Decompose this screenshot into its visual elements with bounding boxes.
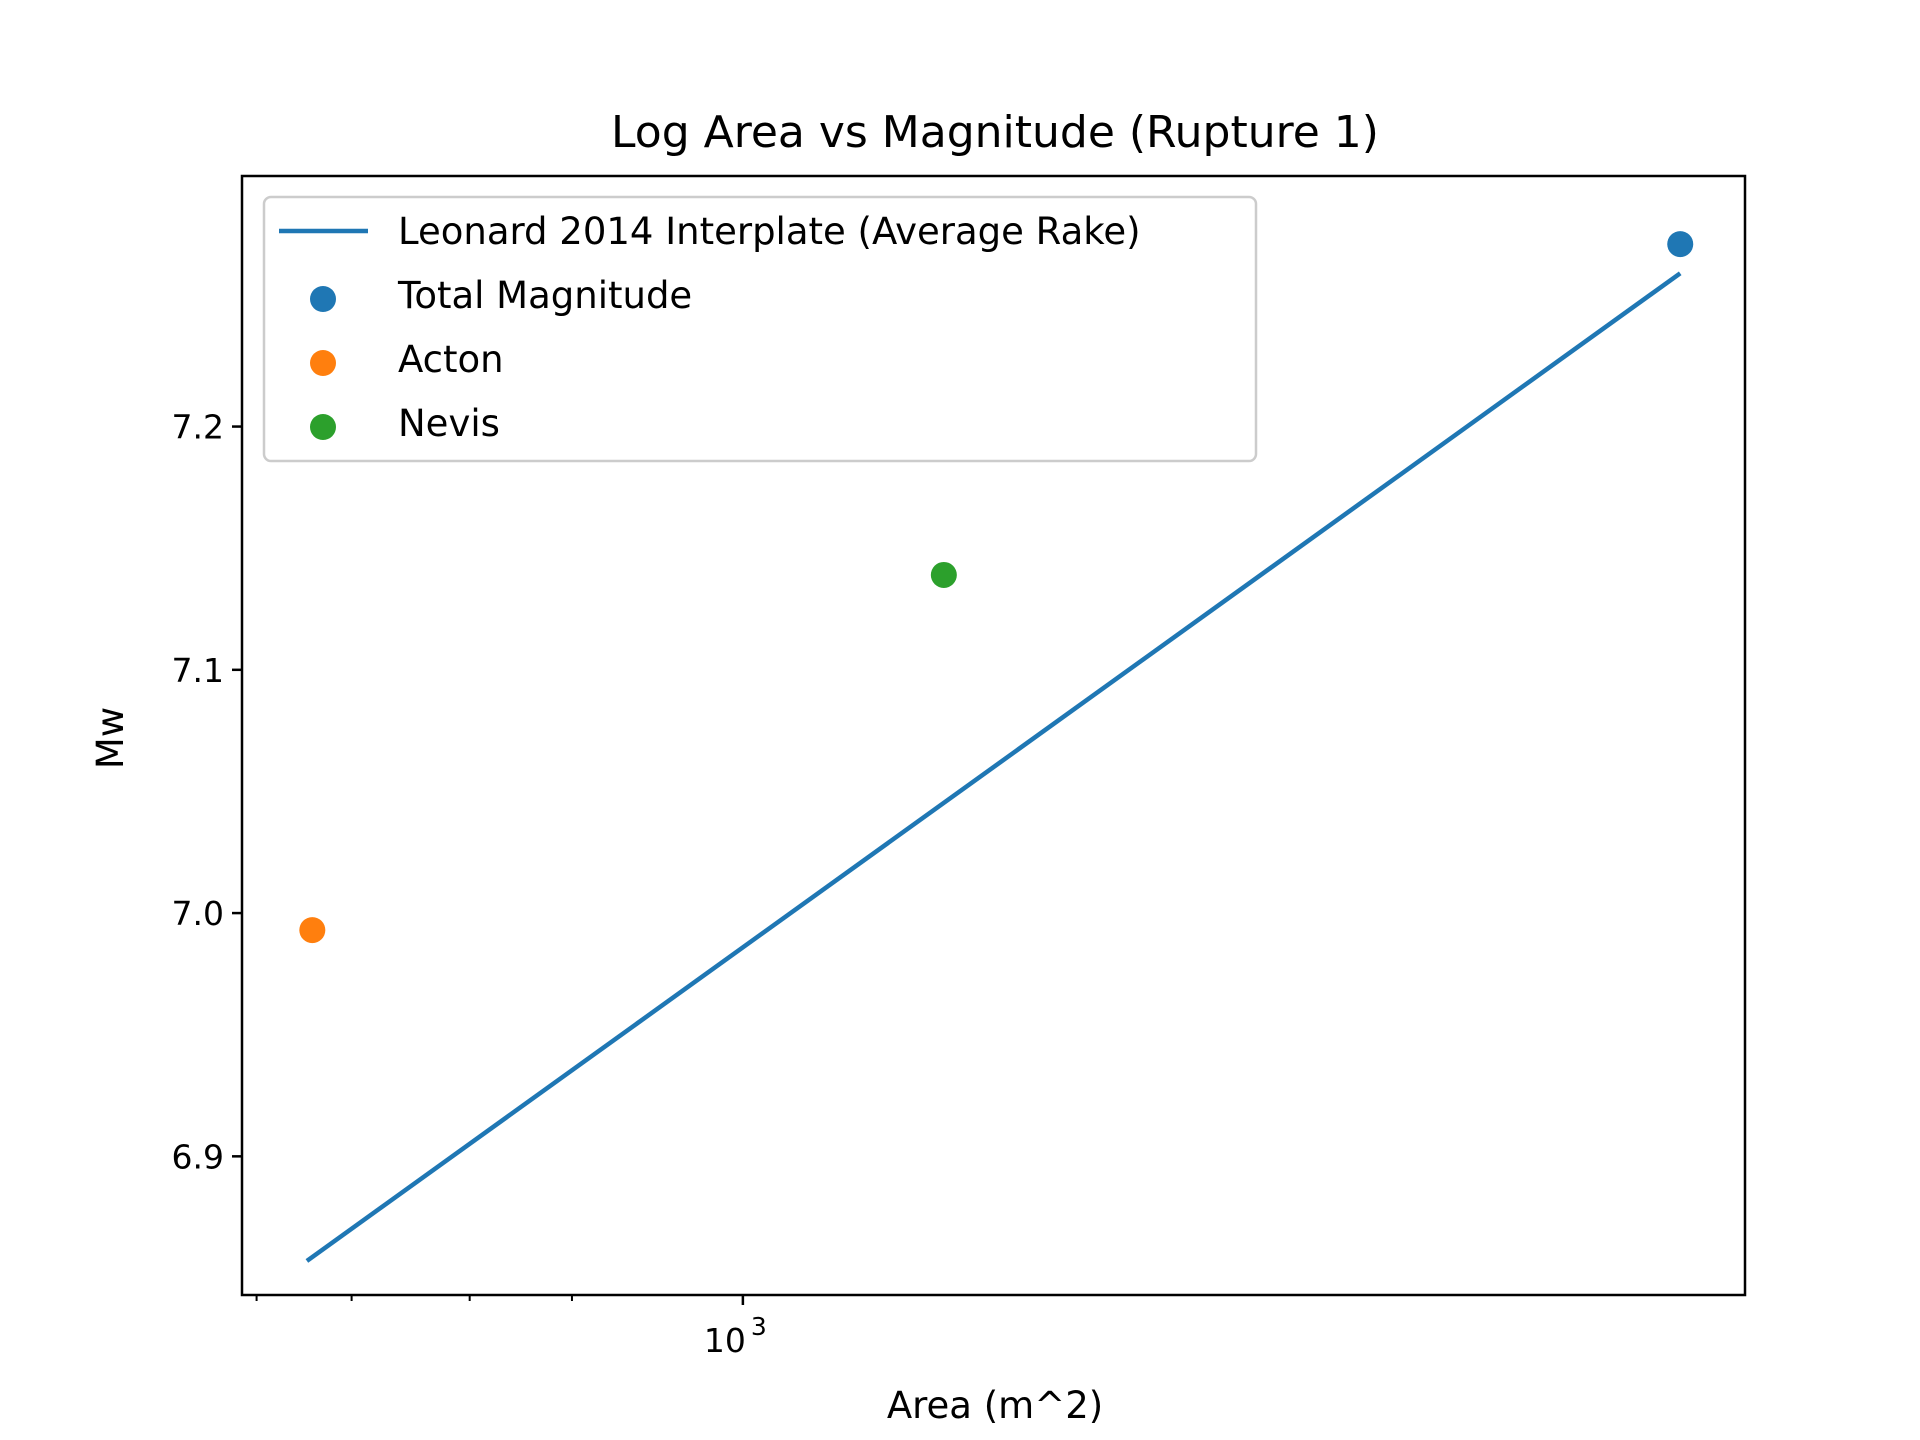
y-tick-label: 7.0: [172, 894, 224, 933]
y-axis-label: Mw: [89, 707, 132, 769]
legend-label-leonard-2014-interplate-average-rake: Leonard 2014 Interplate (Average Rake): [398, 210, 1141, 253]
axes: 6.9 7.0 7.1 7.2 10 3: [172, 174, 1747, 1360]
x-tick-label-exponent: 3: [751, 1312, 767, 1341]
legend-label-nevis: Nevis: [398, 402, 500, 445]
x-tick-label: 10: [704, 1321, 746, 1360]
legend-box: [262, 195, 1258, 463]
y-tick-label: 7.2: [172, 408, 224, 447]
y-tick-label: 7.1: [172, 651, 224, 690]
chart-title: Log Area vs Magnitude (Rupture 1): [611, 107, 1379, 158]
legend-swatch-marker: [310, 286, 336, 312]
x-axis-label: Area (m^2): [887, 1384, 1103, 1427]
legend-swatch-marker: [310, 350, 336, 376]
plot-frame: [240, 174, 1747, 1297]
y-tick-label: 6.9: [172, 1137, 224, 1176]
data-point-nevis: [930, 561, 957, 588]
plot-area: [299, 231, 1694, 1263]
legend: Leonard 2014 Interplate (Average Rake) To…: [262, 195, 1258, 463]
series-line-leonard: [305, 271, 1682, 1263]
legend-swatch-marker: [310, 414, 336, 440]
legend-label-acton: Acton: [398, 338, 504, 381]
legend-label-total-magnitude: Total Magnitude: [397, 274, 692, 317]
data-point-total-magnitude: [1667, 231, 1694, 258]
data-point-acton: [299, 917, 326, 944]
